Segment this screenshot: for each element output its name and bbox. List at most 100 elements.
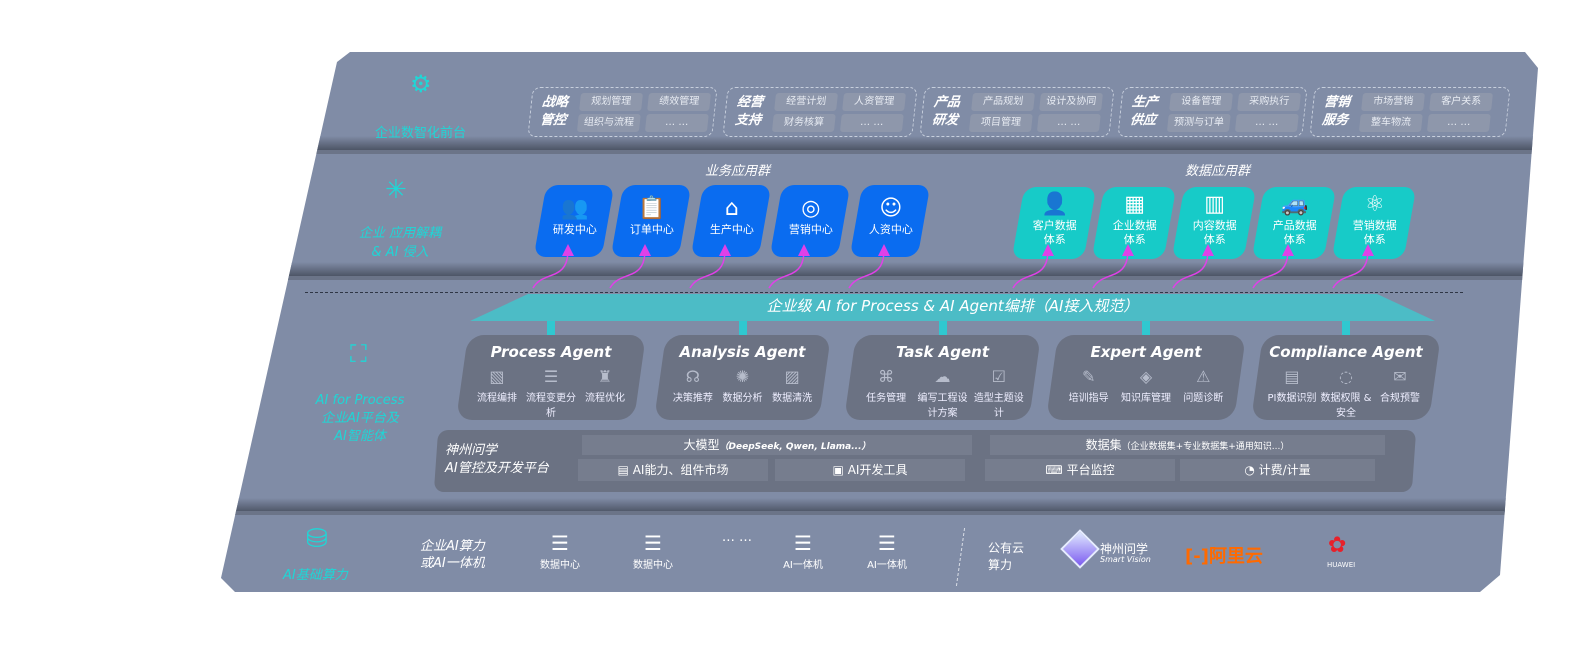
infra-node-label: 数据中心 xyxy=(633,560,673,571)
agent-name: Process Agent xyxy=(490,343,612,361)
flow-arrow xyxy=(689,244,731,289)
infra-node-ellipsis: … … xyxy=(721,530,753,545)
agent-item[interactable]: ▨ 数据清洗 xyxy=(768,367,817,404)
agent-item-label: 流程变更分析 xyxy=(525,393,576,419)
infra-node-label: 数据中心 xyxy=(540,560,580,571)
molecule-icon: ✳ xyxy=(385,175,407,205)
gauge-icon: ◔ xyxy=(1244,463,1259,477)
agent-item[interactable]: ◌ 数据权限 & 安全 xyxy=(1319,367,1372,419)
agent-item-icon: ◈ xyxy=(1139,367,1153,386)
agent-item[interactable]: ▤ PI数据识别 xyxy=(1265,367,1318,419)
business-group-title: 业务应用群 xyxy=(705,164,771,179)
flow-arrow xyxy=(609,244,651,289)
billing-cell[interactable]: ◔ 计费/计量 xyxy=(1180,459,1375,481)
agent-item[interactable]: ☁ 编写工程设计方案 xyxy=(915,367,971,419)
monitor-icon: ⌨ xyxy=(1045,463,1067,477)
link-arrow-icon xyxy=(1342,321,1350,336)
agent-item[interactable]: ☰ 流程变更分析 xyxy=(524,367,577,419)
infra-node[interactable]: ☰ 数据中心 xyxy=(535,530,585,571)
layer-app-label: 企业 应用解耦 & AI 侵入 xyxy=(358,226,442,260)
agent-item[interactable]: ☊ 决策推荐 xyxy=(668,367,717,404)
infra-node[interactable]: ☰ AI一体机 xyxy=(778,530,828,571)
infra-enterprise-line: 或AI一体机 xyxy=(420,556,485,571)
agent-item[interactable]: ☑ 造型主题设计 xyxy=(971,367,1027,419)
link-arrow-icon xyxy=(738,321,747,336)
agent-item-icon: ☊ xyxy=(685,367,700,386)
flow-arrow xyxy=(532,244,574,289)
monitor-label: 平台监控 xyxy=(1066,463,1115,477)
agent-item-icon: ⚠ xyxy=(1196,367,1211,386)
aliyun-name: 阿里云 xyxy=(1208,546,1263,567)
infra-node-label: AI一体机 xyxy=(783,560,823,571)
agent-name: Task Agent xyxy=(895,343,990,361)
agent-item-icon: ☰ xyxy=(543,367,559,386)
layer-platform-line: 企业AI平台及 xyxy=(321,411,399,426)
agent-item-label: 问题诊断 xyxy=(1183,393,1224,404)
divider-line xyxy=(305,292,1463,293)
market-icon: ▤ xyxy=(617,463,633,477)
agent-item-label: 流程编排 xyxy=(476,393,517,404)
infra-public: 公有云 算力 xyxy=(988,540,1024,574)
agent-item-label: 数据权限 & 安全 xyxy=(1320,393,1372,419)
agent-item[interactable]: ▧ 流程编排 xyxy=(470,367,523,419)
layer-front-label: 企业数智化前台 xyxy=(375,126,467,141)
agent-item-icon: ▧ xyxy=(489,367,505,386)
brain-icon: ⚙ xyxy=(410,70,432,98)
infra-node[interactable]: … … xyxy=(712,530,762,545)
link-arrow-icon xyxy=(938,321,947,336)
infra-node[interactable]: ☰ AI一体机 xyxy=(862,530,912,571)
agent-item[interactable]: ✺ 数据分析 xyxy=(718,367,767,404)
agent-card[interactable]: Compliance Agent ▤ PI数据识别 ◌ 数据权限 & 安全 ✉ 合规预警 xyxy=(1251,335,1441,420)
agent-item-icon: ✎ xyxy=(1081,367,1096,386)
agent-item[interactable]: ⌘ 任务管理 xyxy=(858,367,914,419)
agent-item-icon: ♜ xyxy=(597,367,613,386)
agent-item-icon: ▤ xyxy=(1284,367,1300,386)
agent-card[interactable]: Expert Agent ✎ 培训指导 ◈ 知识库管理 ⚠ 问题诊断 xyxy=(1046,335,1246,420)
agent-card[interactable]: Task Agent ⌘ 任务管理 ☁ 编写工程设计方案 ☑ 造型主题设计 xyxy=(844,335,1041,420)
smartvision-name: 神州问学 xyxy=(1100,542,1149,556)
agent-item[interactable]: ⚠ 问题诊断 xyxy=(1175,367,1232,404)
banner-text: 企业级 AI for Process & AI Agent编排（AI接入规范） xyxy=(766,297,1139,315)
aliyun-logo: [-]阿里云 xyxy=(1185,546,1263,567)
infra-node[interactable]: ☰ 数据中心 xyxy=(628,530,678,571)
agent-item[interactable]: ♜ 流程优化 xyxy=(578,367,631,419)
agent-items: ▤ PI数据识别 ◌ 数据权限 & 安全 ✉ 合规预警 xyxy=(1257,367,1435,419)
flow-arrow xyxy=(1092,244,1134,289)
agent-item-icon: ✉ xyxy=(1393,367,1407,386)
flow-arrow xyxy=(1252,244,1294,289)
face-scan-icon: ⛶ xyxy=(350,340,367,368)
devtools-icon: ▣ xyxy=(832,463,848,477)
dataset-label: 数据集 xyxy=(1085,438,1122,452)
layer-platform-label: AI for Process 企业AI平台及 AI智能体 xyxy=(305,392,415,446)
server-icon: ☰ xyxy=(878,531,896,555)
agent-item[interactable]: ✉ 合规预警 xyxy=(1373,367,1426,419)
agent-item[interactable]: ✎ 培训指导 xyxy=(1060,367,1117,404)
agent-item[interactable]: ◈ 知识库管理 xyxy=(1118,367,1175,404)
monitor-cell[interactable]: ⌨ 平台监控 xyxy=(985,459,1175,481)
agent-items: ✎ 培训指导 ◈ 知识库管理 ⚠ 问题诊断 xyxy=(1052,367,1240,404)
market-label: AI能力、组件市场 xyxy=(632,463,729,477)
agent-name: Expert Agent xyxy=(1090,343,1202,361)
platform-title: 神州问学 AI管控及开发平台 xyxy=(445,442,549,478)
billing-label: 计费/计量 xyxy=(1258,463,1311,477)
agent-item-label: 知识库管理 xyxy=(1120,393,1171,404)
flow-arrow xyxy=(1172,244,1214,289)
model-note: （DeepSeek, Qwen, Llama...） xyxy=(719,442,871,452)
database-icon: ⛁ xyxy=(306,524,328,554)
infra-enterprise-line: 企业AI算力 xyxy=(420,539,485,554)
agent-inner: Expert Agent ✎ 培训指导 ◈ 知识库管理 ⚠ 问题诊断 xyxy=(1052,335,1240,420)
agent-items: ☊ 决策推荐 ✺ 数据分析 ▨ 数据清洗 xyxy=(660,367,825,404)
model-cell: 大模型（DeepSeek, Qwen, Llama...） xyxy=(582,435,972,455)
agent-card[interactable]: Analysis Agent ☊ 决策推荐 ✺ 数据分析 ▨ 数据清洗 xyxy=(654,335,831,420)
agent-items: ▧ 流程编排 ☰ 流程变更分析 ♜ 流程优化 xyxy=(462,367,640,419)
agent-name: Analysis Agent xyxy=(679,343,806,361)
market-cell[interactable]: ▤ AI能力、组件市场 xyxy=(578,459,768,481)
server-icon: ☰ xyxy=(644,531,662,555)
agent-item-label: 编写工程设计方案 xyxy=(917,393,968,419)
agent-item-icon: ☁ xyxy=(934,367,951,386)
infra-node-label: AI一体机 xyxy=(867,560,907,571)
agent-card[interactable]: Process Agent ▧ 流程编排 ☰ 流程变更分析 ♜ 流程优化 xyxy=(456,335,646,420)
devtools-cell[interactable]: ▣ AI开发工具 xyxy=(775,459,965,481)
